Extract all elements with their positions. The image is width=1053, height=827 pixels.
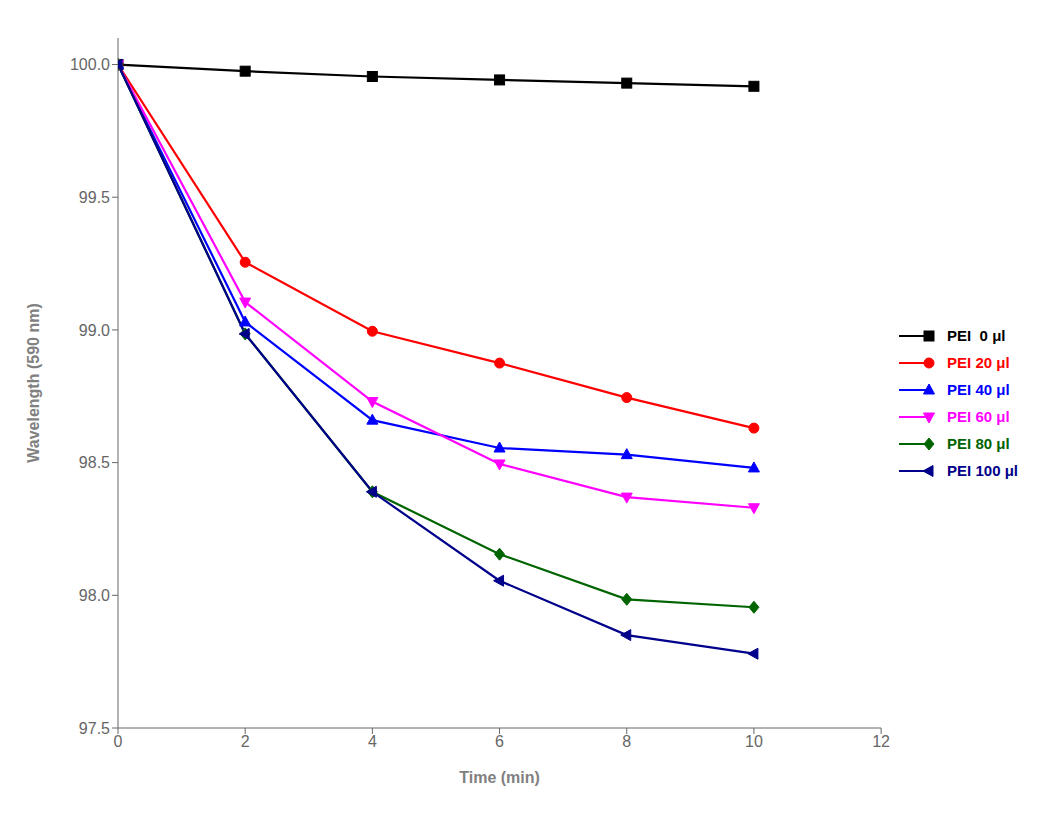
svg-text:98.5: 98.5 xyxy=(79,454,110,471)
html-text:PEI 80 μl: PEI 80 μl xyxy=(947,435,1010,452)
svg-text:0: 0 xyxy=(114,733,123,750)
svg-text:2: 2 xyxy=(241,733,250,750)
svg-text:12: 12 xyxy=(872,733,890,750)
svg-text:4: 4 xyxy=(368,733,377,750)
html-text:PEI 40 μl: PEI 40 μl xyxy=(947,381,1010,398)
svg-text:97.5: 97.5 xyxy=(79,720,110,737)
svg-text:10: 10 xyxy=(745,733,763,750)
html-text:PEI 60 μl: PEI 60 μl xyxy=(947,408,1010,425)
svg-text:98.0: 98.0 xyxy=(79,587,110,604)
svg-text:99.5: 99.5 xyxy=(79,189,110,206)
svg-text:8: 8 xyxy=(622,733,631,750)
html-text:PEI 100 μl: PEI 100 μl xyxy=(947,462,1018,479)
svg-text:99.0: 99.0 xyxy=(79,322,110,339)
svg-text:100.0: 100.0 xyxy=(70,56,110,73)
html-text:PEI 0 μl: PEI 0 μl xyxy=(947,327,1006,344)
svg-text:Wavelength (590 nm): Wavelength (590 nm) xyxy=(25,303,42,462)
html-text:PEI 20 μl: PEI 20 μl xyxy=(947,354,1010,371)
svg-text:Time (min): Time (min) xyxy=(459,769,540,786)
svg-text:6: 6 xyxy=(495,733,504,750)
